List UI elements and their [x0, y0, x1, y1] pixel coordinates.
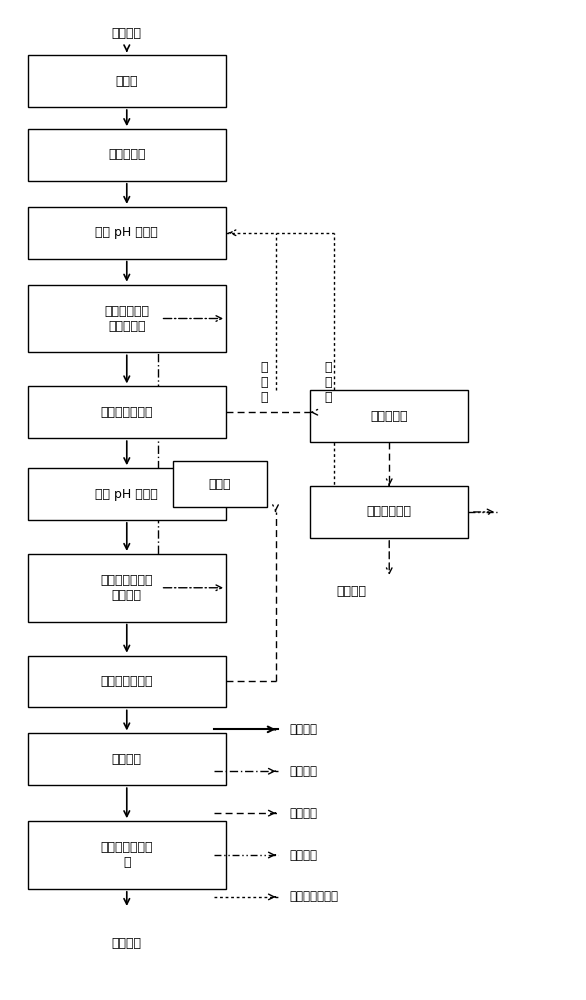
Text: 车间废水: 车间废水: [112, 27, 142, 40]
Text: 调节池: 调节池: [115, 75, 138, 88]
Text: 滤
下
液: 滤 下 液: [324, 361, 332, 404]
Text: 污水管线: 污水管线: [289, 723, 317, 736]
Text: 污泥脱水设备: 污泥脱水设备: [367, 505, 412, 518]
Text: 一级蜂巢式铁
碳微电解池: 一级蜂巢式铁 碳微电解池: [104, 305, 149, 333]
Text: 二级 pH 调节池: 二级 pH 调节池: [96, 488, 158, 501]
Bar: [28, 821, 226, 889]
Bar: [28, 55, 226, 107]
Text: 鼓风机: 鼓风机: [209, 478, 231, 491]
Text: 二级蜂巢式铁碳
微电解池: 二级蜂巢式铁碳 微电解池: [101, 574, 153, 602]
Text: 一级强化絮凝池: 一级强化絮凝池: [101, 406, 153, 419]
Text: 上清液、滤下液: 上清液、滤下液: [289, 890, 338, 903]
Text: 污泥管线: 污泥管线: [289, 807, 317, 820]
Text: 强化絮凝池: 强化絮凝池: [108, 148, 145, 161]
Text: 二级强化絮凝池: 二级强化絮凝池: [101, 675, 153, 688]
Bar: [28, 129, 226, 181]
Bar: [173, 461, 267, 507]
Bar: [28, 554, 226, 622]
Text: 污泥浓缩池: 污泥浓缩池: [370, 410, 408, 423]
Text: 达标排放: 达标排放: [112, 937, 142, 950]
Text: 微波催化氧化装
置: 微波催化氧化装 置: [101, 841, 153, 869]
Bar: [28, 733, 226, 785]
Text: 中间水池: 中间水池: [112, 753, 142, 766]
Bar: [28, 207, 226, 259]
Text: 加药管线: 加药管线: [289, 849, 317, 862]
Text: 风机管线: 风机管线: [289, 765, 317, 778]
Bar: [28, 386, 226, 438]
Text: 上
清
液: 上 清 液: [260, 361, 268, 404]
Text: 一级 pH 调节池: 一级 pH 调节池: [96, 226, 158, 239]
Bar: [28, 285, 226, 352]
Bar: [28, 468, 226, 520]
Bar: [311, 486, 468, 538]
Text: 定期清运: 定期清运: [336, 585, 366, 598]
Bar: [311, 390, 468, 442]
Bar: [28, 656, 226, 707]
